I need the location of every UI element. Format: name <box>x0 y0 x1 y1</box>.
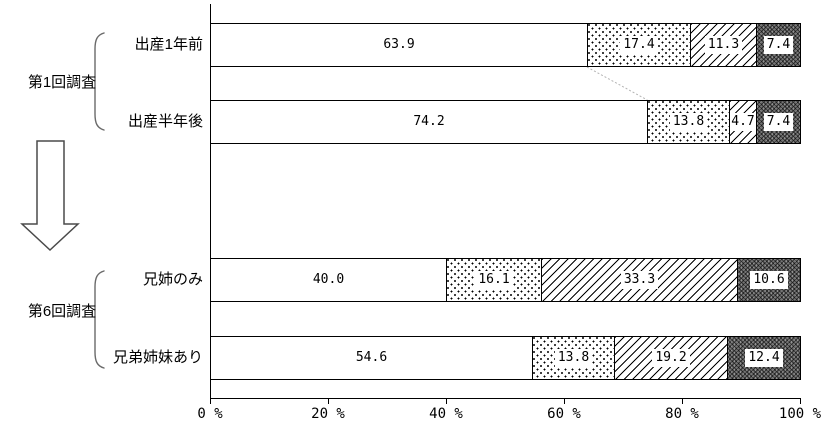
x-tick-label: 100 % <box>778 406 822 422</box>
value-label: 4.7 <box>730 113 756 131</box>
value-label: 7.4 <box>763 113 794 131</box>
value-label: 54.6 <box>355 350 388 365</box>
group-label: 第6回調査 <box>27 303 97 320</box>
x-axis-tick <box>210 398 211 404</box>
value-label: 12.4 <box>745 349 783 367</box>
bar-segment-出産半年後-segment-dark: 7.4 <box>756 100 801 144</box>
value-label: 7.4 <box>763 36 794 54</box>
value-label: 11.3 <box>704 36 743 54</box>
bar-segment-兄姉のみ-segment-hatch: 33.3 <box>541 258 738 302</box>
bar-segment-出産1年前-segment-plain: 63.9 <box>210 23 588 67</box>
bar-segment-兄姉のみ-segment-dots: 16.1 <box>446 258 542 302</box>
bar-segment-出産1年前-segment-dots: 17.4 <box>587 23 691 67</box>
x-axis-tick <box>564 398 565 404</box>
category-label: 出産1年前 <box>134 36 203 53</box>
bar-segment-出産1年前-segment-hatch: 11.3 <box>690 23 757 67</box>
x-tick-label: 40 % <box>429 406 463 422</box>
bar-segment-出産1年前-segment-dark: 7.4 <box>756 23 801 67</box>
x-axis-tick <box>446 398 447 404</box>
x-axis-line <box>210 398 801 399</box>
group-label: 第1回調査 <box>27 74 97 91</box>
value-label: 74.2 <box>413 114 445 129</box>
bar-segment-出産半年後-segment-hatch: 4.7 <box>729 100 757 144</box>
value-label: 63.9 <box>383 37 415 52</box>
value-label: 13.8 <box>669 113 708 131</box>
bar-segment-兄姉のみ-segment-dark: 10.6 <box>737 258 801 302</box>
x-axis-tick <box>328 398 329 404</box>
category-label: 出産半年後 <box>127 113 203 130</box>
x-tick-label: 0 % <box>197 406 223 422</box>
bar-segment-兄弟姉妹あり-segment-dark: 12.4 <box>727 336 801 380</box>
transition-down-arrow-icon <box>20 140 80 252</box>
y-axis-line <box>210 4 211 399</box>
x-tick-label: 80 % <box>665 406 699 422</box>
value-label: 19.2 <box>652 349 690 367</box>
x-axis-tick <box>682 398 683 404</box>
value-label: 17.4 <box>620 36 658 54</box>
value-label: 40.0 <box>312 272 345 287</box>
value-label: 13.8 <box>554 349 593 367</box>
value-label: 16.1 <box>475 271 513 289</box>
value-label: 33.3 <box>620 271 659 289</box>
x-tick-label: 60 % <box>547 406 581 422</box>
segment-connector-line <box>586 66 648 101</box>
category-label: 兄弟姉妹あり <box>112 349 203 366</box>
bar-segment-出産半年後-segment-plain: 74.2 <box>210 100 648 144</box>
bar-segment-兄弟姉妹あり-segment-plain: 54.6 <box>210 336 533 380</box>
bar-segment-出産半年後-segment-dots: 13.8 <box>647 100 730 144</box>
bar-segment-兄弟姉妹あり-segment-dots: 13.8 <box>532 336 615 380</box>
category-label: 兄姉のみ <box>142 271 203 288</box>
bar-segment-兄姉のみ-segment-plain: 40.0 <box>210 258 447 302</box>
bar-segment-兄弟姉妹あり-segment-hatch: 19.2 <box>614 336 728 380</box>
x-axis-tick <box>800 398 801 404</box>
x-tick-label: 20 % <box>311 406 345 422</box>
value-label: 10.6 <box>750 271 788 289</box>
